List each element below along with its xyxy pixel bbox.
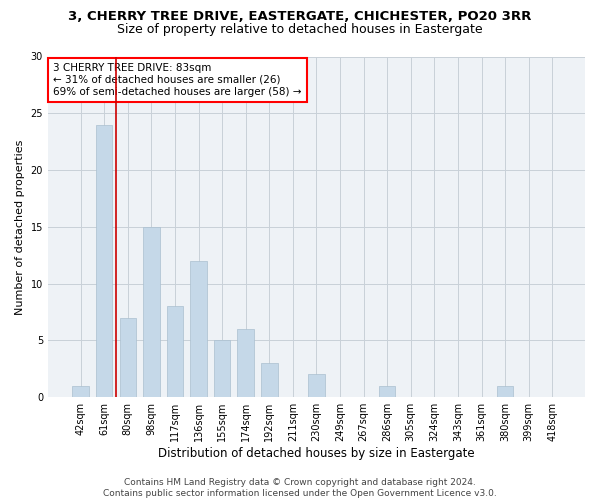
Bar [119, 318, 136, 397]
Bar [308, 374, 325, 397]
X-axis label: Distribution of detached houses by size in Eastergate: Distribution of detached houses by size … [158, 447, 475, 460]
Bar [214, 340, 230, 397]
Bar [190, 261, 207, 397]
Y-axis label: Number of detached properties: Number of detached properties [15, 139, 25, 314]
Text: Contains HM Land Registry data © Crown copyright and database right 2024.
Contai: Contains HM Land Registry data © Crown c… [103, 478, 497, 498]
Bar [261, 363, 278, 397]
Bar [497, 386, 514, 397]
Bar [73, 386, 89, 397]
Text: 3, CHERRY TREE DRIVE, EASTERGATE, CHICHESTER, PO20 3RR: 3, CHERRY TREE DRIVE, EASTERGATE, CHICHE… [68, 10, 532, 23]
Text: 3 CHERRY TREE DRIVE: 83sqm
← 31% of detached houses are smaller (26)
69% of semi: 3 CHERRY TREE DRIVE: 83sqm ← 31% of deta… [53, 64, 302, 96]
Bar [96, 124, 112, 397]
Bar [143, 227, 160, 397]
Text: Size of property relative to detached houses in Eastergate: Size of property relative to detached ho… [117, 22, 483, 36]
Bar [167, 306, 183, 397]
Bar [238, 329, 254, 397]
Bar [379, 386, 395, 397]
